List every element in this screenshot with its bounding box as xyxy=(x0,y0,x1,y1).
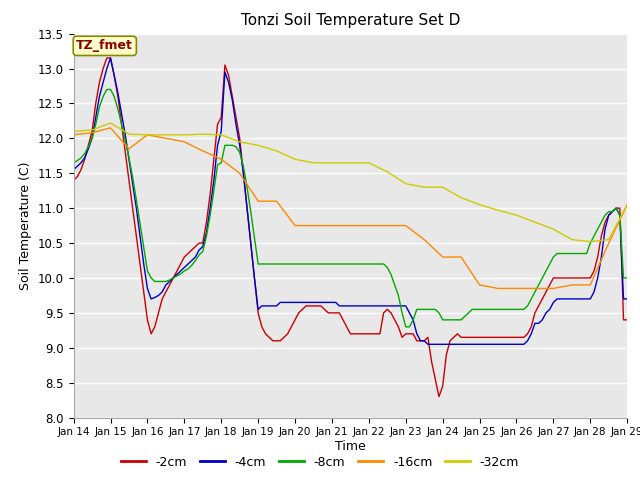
Y-axis label: Soil Temperature (C): Soil Temperature (C) xyxy=(19,161,32,290)
Title: Tonzi Soil Temperature Set D: Tonzi Soil Temperature Set D xyxy=(241,13,460,28)
X-axis label: Time: Time xyxy=(335,440,366,453)
Text: TZ_fmet: TZ_fmet xyxy=(76,39,133,52)
Legend: -2cm, -4cm, -8cm, -16cm, -32cm: -2cm, -4cm, -8cm, -16cm, -32cm xyxy=(116,451,524,474)
